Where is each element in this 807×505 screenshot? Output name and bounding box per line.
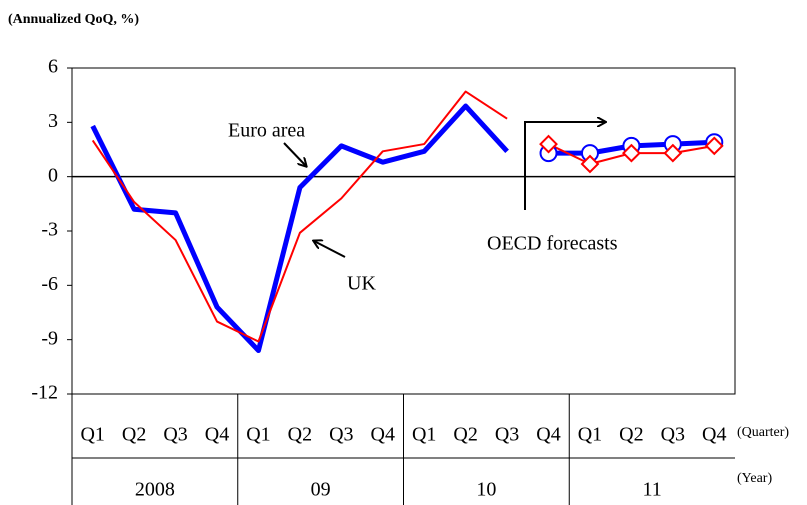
- year-axis-label: (Year): [737, 471, 772, 486]
- x-tick-label: Q3: [163, 424, 187, 446]
- series-label: UK: [347, 273, 376, 295]
- y-tick-label: -3: [41, 219, 58, 241]
- arrow: [314, 241, 346, 258]
- annotation: OECD forecasts: [487, 233, 618, 255]
- marker: [663, 143, 683, 163]
- x-tick-label: Q3: [661, 424, 685, 446]
- x-tick-label: Q1: [80, 424, 104, 446]
- chart-title: (Annualized QoQ, %): [8, 12, 139, 27]
- marker: [704, 136, 724, 156]
- x-tick-label: Q3: [495, 424, 519, 446]
- line: [90, 103, 509, 354]
- series-label: Euro area: [228, 120, 305, 142]
- y-tick-label: -6: [41, 273, 58, 295]
- x-tick-label: Q1: [246, 424, 270, 446]
- marker: [621, 143, 641, 163]
- y-tick-label: 6: [48, 56, 58, 78]
- x-tick-label: Q2: [453, 424, 477, 446]
- marker: [539, 134, 558, 154]
- x-tick-label: Q2: [122, 424, 146, 446]
- y-tick-label: -9: [41, 327, 58, 349]
- year-label: 2008: [135, 479, 175, 501]
- marker: [580, 154, 600, 174]
- x-tick-label: Q4: [205, 424, 229, 446]
- y-tick-label: -12: [31, 382, 58, 404]
- year-label: 11: [642, 479, 661, 501]
- x-tick-label: Q4: [536, 424, 560, 446]
- line: [91, 90, 508, 343]
- x-tick-label: Q1: [578, 424, 602, 446]
- plot-area: [71, 67, 736, 395]
- x-axis-label: (Quarter): [737, 425, 789, 440]
- year-label: 10: [476, 479, 496, 501]
- forecast-bracket: [524, 122, 605, 210]
- arrow: [283, 142, 306, 166]
- x-tick-label: Q2: [619, 424, 643, 446]
- x-tick-label: Q4: [702, 424, 726, 446]
- x-tick-label: Q1: [412, 424, 436, 446]
- x-tick-label: Q3: [329, 424, 353, 446]
- year-label: 09: [311, 479, 331, 501]
- y-tick-label: 0: [48, 164, 58, 186]
- y-tick-label: 3: [48, 110, 58, 132]
- x-tick-label: Q4: [371, 424, 395, 446]
- x-tick-label: Q2: [288, 424, 312, 446]
